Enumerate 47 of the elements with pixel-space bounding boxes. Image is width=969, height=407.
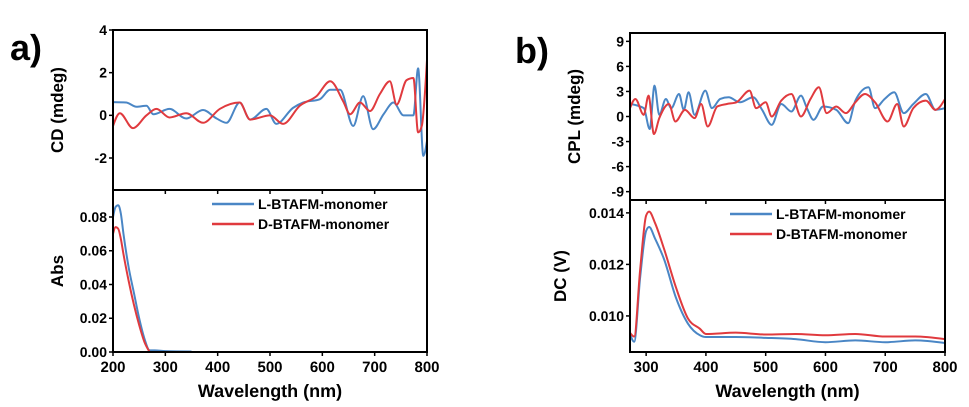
y-tick-label: -9: [612, 184, 624, 200]
y-tick-label: 0.014: [588, 204, 624, 221]
text: b): [515, 30, 549, 71]
y-tick-label: 0: [616, 108, 624, 124]
y-tick-label: 4: [99, 22, 108, 38]
x-tick-label: 400: [693, 359, 718, 376]
y-tick-label: 0.00: [80, 344, 108, 360]
y-tick-label: 2: [99, 64, 108, 81]
x-tick-label: 600: [310, 359, 335, 376]
y-tick-label: 0.04: [80, 276, 108, 292]
x-tick-label: 500: [257, 359, 283, 376]
x-tick-label: 600: [812, 359, 838, 376]
x-axis-title: Wavelength (nm): [198, 381, 342, 401]
x-tick-label: 800: [932, 359, 958, 376]
y-tick-label: 0.06: [80, 242, 108, 259]
legend-label: D-BTAFM-monomer: [776, 226, 908, 242]
y-tick-label: -6: [612, 158, 624, 174]
legend-label: L-BTAFM-monomer: [776, 206, 906, 222]
x-tick-label: 300: [152, 359, 178, 376]
x-tick-label: 400: [205, 359, 230, 376]
x-axis-title: Wavelength (nm): [715, 381, 860, 401]
x-tick-label: 300: [634, 359, 659, 376]
y-tick-label: 0.02: [80, 310, 108, 326]
line-series: [113, 204, 192, 352]
x-tick-label: 200: [100, 359, 126, 376]
y-axis-title: CD (mdeg): [48, 67, 67, 153]
legend-label: D-BTAFM-monomer: [258, 216, 390, 232]
y-tick-label: 6: [616, 58, 624, 74]
y-tick-label: 9: [616, 33, 624, 50]
legend-label: L-BTAFM-monomer: [258, 196, 388, 212]
y-axis-title: Abs: [48, 254, 67, 288]
text: a): [10, 27, 42, 68]
y-tick-label: 0.012: [588, 256, 624, 272]
y-tick-label: 0: [99, 107, 108, 124]
line-series: [113, 67, 427, 157]
x-tick-label: 700: [872, 359, 898, 376]
y-axis-title: CPL (mdeg): [565, 68, 584, 164]
x-tick-label: 500: [753, 359, 778, 376]
y-tick-label: 0.010: [588, 308, 624, 324]
y-tick-label: -3: [612, 133, 624, 150]
y-tick-label: 0.08: [80, 208, 108, 225]
y-axis-title: DC (V): [551, 250, 570, 302]
x-tick-label: 700: [362, 359, 388, 376]
line-series: [113, 226, 151, 352]
y-tick-label: -2: [94, 150, 108, 166]
x-tick-label: 800: [414, 359, 440, 376]
y-tick-label: 3: [616, 83, 624, 100]
